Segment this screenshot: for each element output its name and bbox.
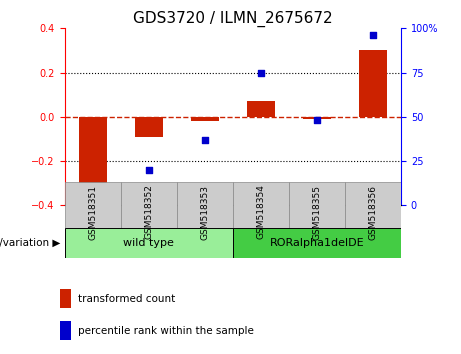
- Bar: [121, 182, 177, 228]
- Point: [145, 167, 152, 173]
- Text: GSM518351: GSM518351: [88, 185, 97, 240]
- Point: [89, 202, 96, 208]
- Text: percentile rank within the sample: percentile rank within the sample: [78, 326, 254, 336]
- Text: RORalpha1delDE: RORalpha1delDE: [270, 238, 364, 249]
- Bar: [78, 117, 106, 194]
- Bar: [65, 182, 121, 228]
- Bar: [177, 182, 233, 228]
- Bar: [303, 117, 331, 119]
- Bar: [65, 228, 233, 258]
- Point: [257, 70, 265, 75]
- Bar: [247, 101, 275, 117]
- Text: GSM518353: GSM518353: [200, 185, 209, 240]
- Bar: [359, 51, 387, 117]
- Title: GDS3720 / ILMN_2675672: GDS3720 / ILMN_2675672: [133, 11, 333, 27]
- Text: GSM518355: GSM518355: [313, 185, 321, 240]
- Point: [369, 33, 377, 38]
- Point: [313, 118, 321, 123]
- Bar: [191, 117, 219, 121]
- Text: GSM518352: GSM518352: [144, 185, 153, 240]
- Point: [201, 137, 208, 143]
- Text: transformed count: transformed count: [78, 294, 176, 304]
- Text: genotype/variation ▶: genotype/variation ▶: [0, 238, 60, 249]
- Bar: [233, 182, 289, 228]
- Text: GSM518354: GSM518354: [256, 185, 266, 240]
- Bar: [289, 182, 345, 228]
- Text: wild type: wild type: [123, 238, 174, 249]
- Bar: [233, 228, 401, 258]
- Bar: [135, 117, 163, 137]
- Bar: [60, 321, 71, 340]
- Bar: [345, 182, 401, 228]
- Bar: [60, 289, 71, 308]
- Text: GSM518356: GSM518356: [368, 185, 378, 240]
